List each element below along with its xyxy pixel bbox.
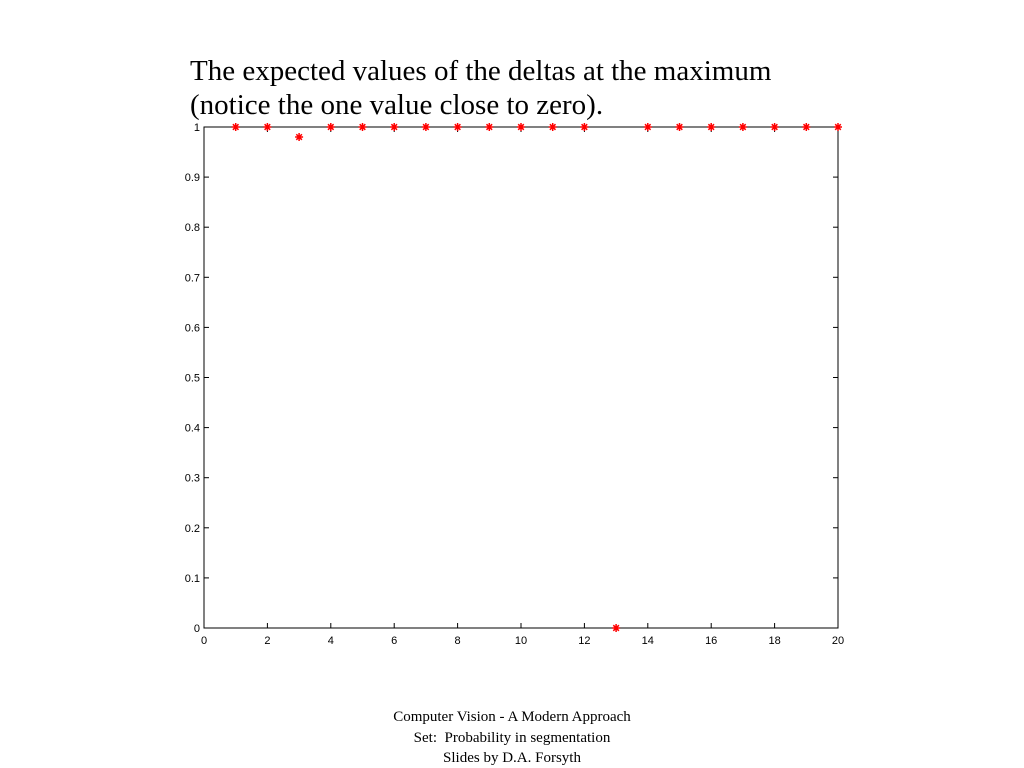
- y-tick-label: 0.1: [185, 573, 200, 585]
- y-tick-label: 0.4: [185, 423, 200, 435]
- point: [770, 123, 779, 131]
- point: [358, 123, 367, 131]
- point: [390, 123, 399, 131]
- footer-line: Set: Probability in segmentation: [414, 730, 611, 746]
- y-tick-label: 0: [194, 623, 200, 635]
- point: [707, 123, 716, 131]
- y-tick-label: 0.5: [185, 373, 200, 385]
- x-tick-label: 14: [642, 635, 654, 647]
- y-tick-label: 0.7: [185, 272, 200, 284]
- x-tick-label: 8: [455, 635, 461, 647]
- point: [548, 123, 557, 131]
- x-tick-label: 12: [578, 635, 590, 647]
- y-tick-label: 1: [194, 122, 200, 134]
- y-tick-label: 0.3: [185, 473, 200, 485]
- x-tick-label: 10: [515, 635, 527, 647]
- point: [326, 123, 335, 131]
- point: [802, 123, 811, 131]
- x-tick-label: 6: [391, 635, 397, 647]
- x-tick-label: 20: [832, 635, 844, 647]
- y-tick-label: 0.2: [185, 523, 200, 535]
- point: [738, 123, 747, 131]
- footer-line: Slides by D.A. Forsyth: [443, 750, 581, 766]
- point: [421, 123, 430, 131]
- x-tick-label: 4: [328, 635, 334, 647]
- point: [295, 133, 304, 142]
- point: [580, 123, 589, 131]
- point: [231, 123, 240, 131]
- footer-line: Computer Vision - A Modern Approach: [393, 709, 631, 725]
- point: [643, 123, 652, 131]
- point: [485, 123, 494, 131]
- x-tick-label: 0: [201, 635, 207, 647]
- x-tick-label: 2: [264, 635, 270, 647]
- x-tick-label: 18: [768, 635, 780, 647]
- point: [517, 123, 525, 131]
- y-tick-label: 0.6: [185, 322, 200, 334]
- chart-title: (notice the one value close to zero).: [190, 89, 603, 121]
- x-tick-label: 16: [705, 635, 717, 647]
- y-tick-label: 0.9: [185, 172, 200, 184]
- point: [612, 624, 621, 632]
- point: [834, 123, 842, 131]
- point: [675, 123, 684, 131]
- y-tick-label: 0.8: [185, 222, 200, 234]
- chart-title: The expected values of the deltas at the…: [190, 55, 772, 87]
- point: [263, 123, 272, 131]
- point: [453, 123, 462, 131]
